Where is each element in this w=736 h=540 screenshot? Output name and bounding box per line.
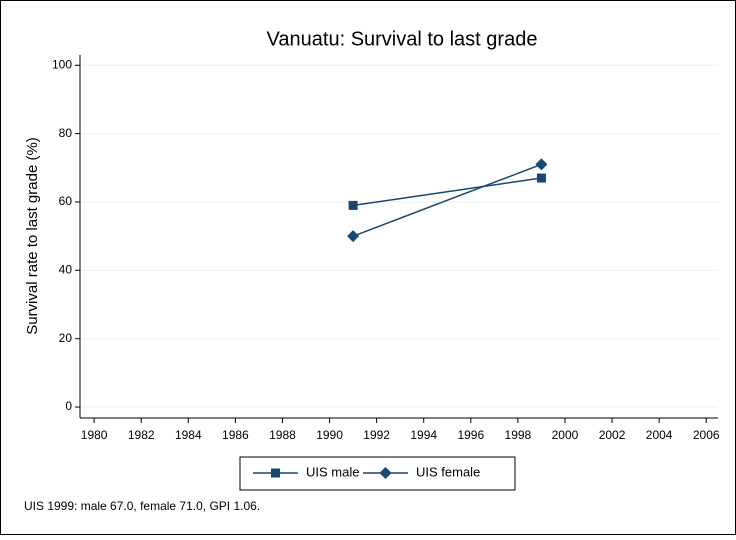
x-tick-label: 1996 — [457, 428, 484, 442]
x-tick-label: 1988 — [269, 428, 296, 442]
legend-label: UIS female — [416, 464, 480, 479]
chart-title: Vanuatu: Survival to last grade — [267, 28, 538, 50]
point — [535, 158, 548, 171]
y-tick-label: 20 — [59, 331, 73, 345]
x-tick-label: 1986 — [222, 428, 249, 442]
x-tick-label: 1994 — [410, 428, 437, 442]
x-tick-label: 1982 — [128, 428, 155, 442]
y-tick-label: 100 — [52, 57, 72, 71]
series-line — [352, 163, 542, 237]
series-line — [352, 177, 542, 207]
point — [536, 173, 546, 183]
legend-marker — [379, 467, 392, 479]
x-tick-label: 1990 — [316, 428, 343, 442]
x-tick-label: 2006 — [693, 428, 720, 442]
y-tick-label: 0 — [65, 399, 72, 413]
x-tick-label: 1992 — [363, 428, 390, 442]
x-tick-label: 1980 — [81, 428, 108, 442]
x-tick-label: 2004 — [646, 428, 673, 442]
point — [347, 230, 360, 243]
y-tick-label: 40 — [59, 263, 73, 277]
x-tick-label: 2000 — [552, 428, 579, 442]
y-tick-label: 80 — [59, 126, 73, 140]
y-tick-label: 60 — [59, 194, 73, 208]
legend-marker — [271, 468, 280, 478]
legend-label: UIS male — [306, 464, 359, 479]
x-tick-label: 1998 — [505, 428, 532, 442]
x-tick-label: 1984 — [175, 428, 202, 442]
x-tick-label: 2002 — [599, 428, 626, 442]
y-axis-label: Survival rate to last grade (%) — [24, 137, 41, 335]
point — [348, 200, 358, 210]
note: UIS 1999: male 67.0, female 71.0, GPI 1.… — [24, 499, 260, 513]
